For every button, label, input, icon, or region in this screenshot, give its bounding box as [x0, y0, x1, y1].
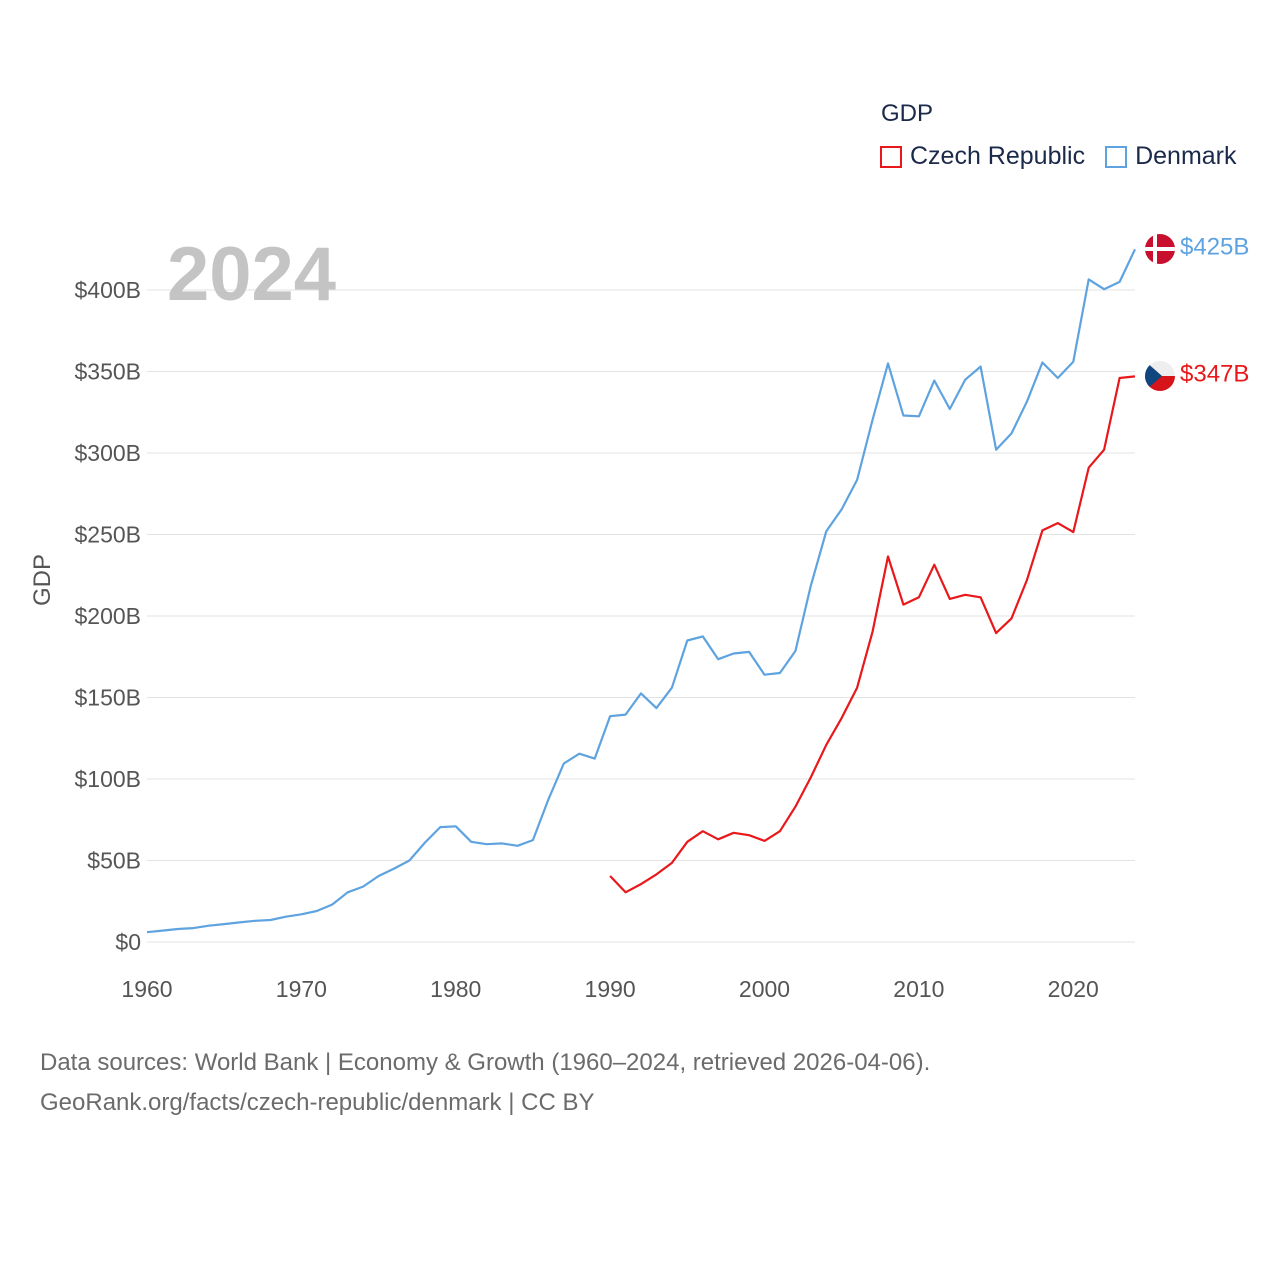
x-tick-label: 2020 [1048, 976, 1099, 1002]
legend-item-denmark[interactable]: Denmark [1105, 142, 1237, 171]
legend-swatch-denmark [1105, 145, 1128, 168]
denmark-flag-icon [1145, 234, 1175, 264]
czech-flag-icon [1145, 361, 1175, 391]
footer-line-license[interactable]: GeoRank.org/facts/czech-republic/denmark… [40, 1089, 595, 1116]
y-axis-ticks: $0 $50B $100B $150B $200B $250B $300B $350B $400… [74, 277, 141, 955]
y-tick-label: $0 [115, 929, 141, 955]
footer-sources: Data sources: World Bank | Economy & Gro… [40, 1043, 930, 1123]
end-label-denmark: $425B [1180, 233, 1249, 260]
end-labels: $425B $347B [1180, 233, 1249, 387]
legend-title: GDP [881, 100, 934, 127]
y-tick-label: $150B [74, 685, 141, 711]
series-line-czech-republic [609, 375, 1136, 894]
y-tick-label: $100B [74, 766, 141, 792]
legend-label-denmark: Denmark [1135, 142, 1237, 170]
year-label: 2024 [167, 232, 336, 317]
grid-lines [147, 289, 1135, 943]
x-tick-label: 1960 [121, 976, 172, 1002]
x-tick-label: 1980 [430, 976, 481, 1002]
end-label-czech-republic: $347B [1180, 360, 1249, 387]
legend-item-czech-republic[interactable]: Czech Republic [880, 142, 1085, 171]
x-tick-label: 2000 [739, 976, 790, 1002]
x-tick-label: 1970 [276, 976, 327, 1002]
series-line-denmark [146, 248, 1136, 934]
y-axis-title: GDP [29, 554, 56, 606]
legend-swatch-czech-republic [880, 145, 902, 168]
footer-line-sources: Data sources: World Bank | Economy & Gro… [40, 1049, 931, 1076]
y-tick-label: $350B [74, 359, 141, 385]
legend: Czech Republic Denmark [880, 142, 1257, 171]
y-tick-label: $50B [87, 848, 141, 874]
y-tick-label: $400B [74, 277, 141, 303]
x-tick-label: 1990 [585, 976, 636, 1002]
y-tick-label: $200B [74, 603, 141, 629]
y-tick-label: $300B [74, 440, 141, 466]
y-tick-label: $250B [74, 522, 141, 548]
legend-label-czech-republic: Czech Republic [910, 142, 1086, 170]
series-lines [146, 248, 1136, 934]
x-tick-label: 2010 [893, 976, 944, 1002]
x-axis-ticks: 1960 1970 1980 1990 2000 2010 2020 [121, 976, 1098, 1002]
